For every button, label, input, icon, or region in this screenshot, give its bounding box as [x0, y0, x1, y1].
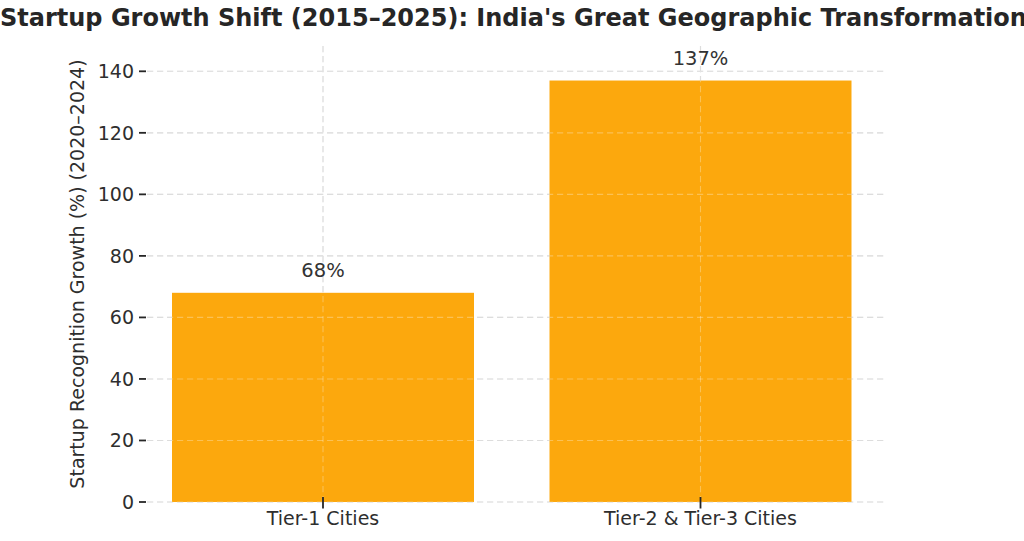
y-tick-label: 80 [50, 244, 134, 268]
x-tick-label: Tier-1 Cities [267, 506, 379, 530]
bar-value-label: 137% [673, 47, 729, 71]
chart-canvas: Startup Growth Shift (2015–2025): India'… [0, 0, 1024, 541]
plot-area [0, 0, 1024, 541]
y-tick-label: 40 [50, 367, 134, 391]
y-tick-label: 100 [50, 182, 134, 206]
y-tick-label: 20 [50, 428, 134, 452]
y-tick-label: 0 [50, 490, 134, 514]
y-tick-label: 120 [50, 121, 134, 145]
x-tick-label: Tier-2 & Tier-3 Cities [604, 506, 797, 530]
y-tick-label: 140 [50, 59, 134, 83]
bar-value-label: 68% [301, 259, 344, 283]
y-tick-label: 60 [50, 305, 134, 329]
